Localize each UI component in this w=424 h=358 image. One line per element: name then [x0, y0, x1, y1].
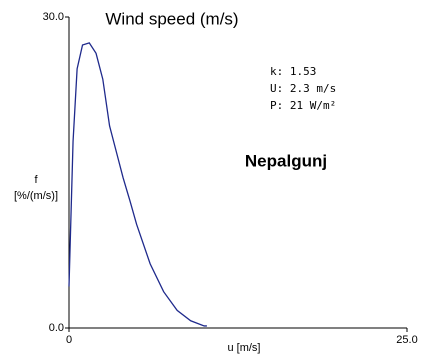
- y-tick-label: 0.0: [49, 322, 64, 334]
- x-tick-label: 0: [66, 334, 72, 346]
- station-name: Nepalgunj: [245, 151, 327, 170]
- y-axis-label: [%/(m/s)]: [14, 190, 58, 202]
- annotation: U: 2.3 m/s: [270, 82, 336, 95]
- x-tick-label: 25.0: [396, 334, 417, 346]
- annotation: P: 21 W/m²: [270, 99, 336, 112]
- x-axis-label: u [m/s]: [227, 342, 260, 354]
- chart-title: Wind speed (m/s): [105, 9, 238, 28]
- y-tick-label: 30.0: [43, 11, 64, 23]
- annotation: k: 1.53: [270, 65, 316, 78]
- y-axis-label: f: [34, 174, 38, 186]
- line: [68, 42, 207, 327]
